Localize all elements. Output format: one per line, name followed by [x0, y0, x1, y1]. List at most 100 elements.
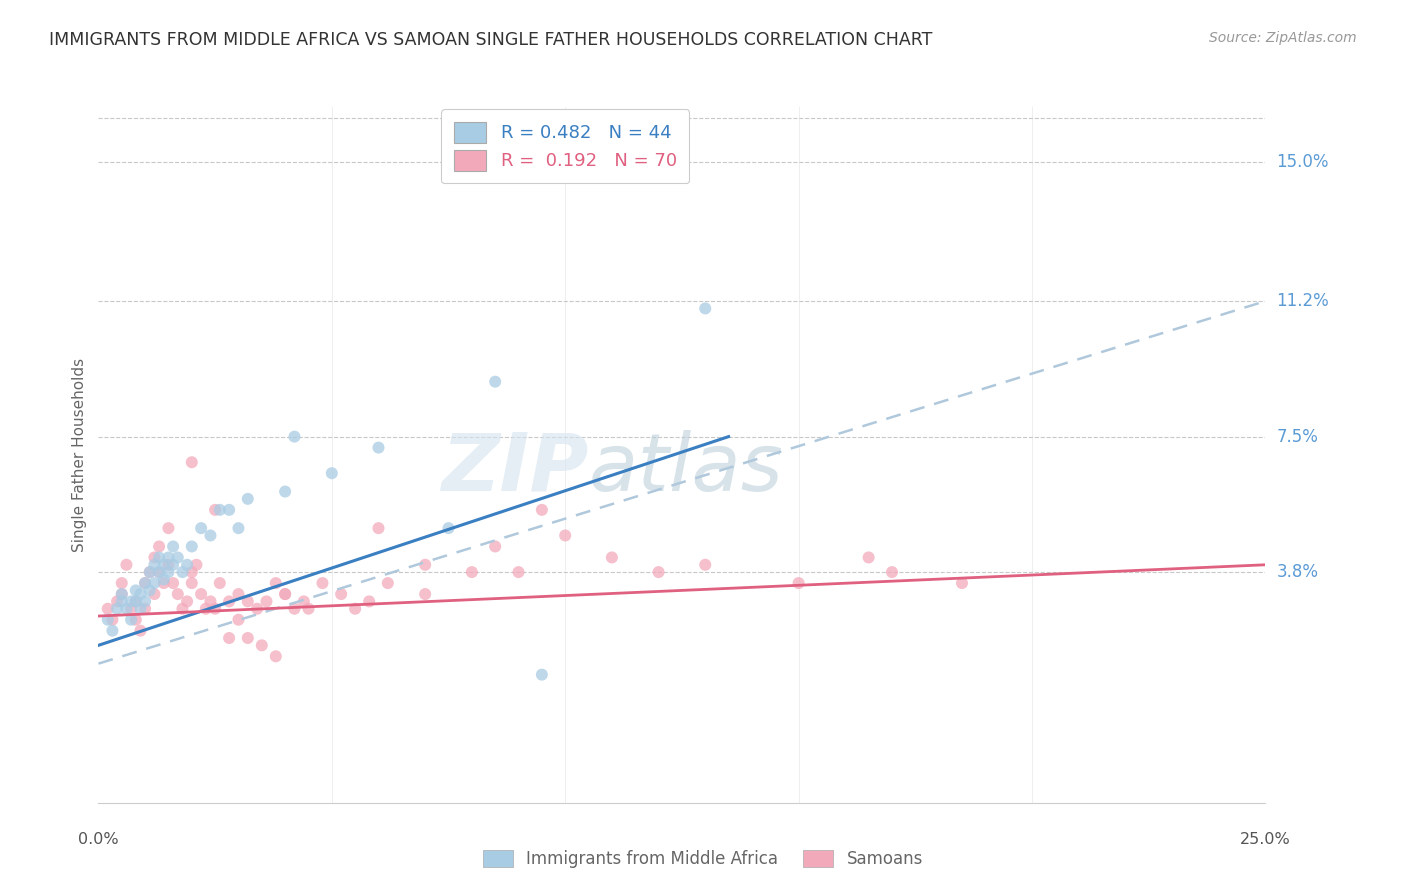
Point — [111, 587, 134, 601]
Point — [120, 594, 142, 608]
Point — [359, 594, 381, 608]
Point — [200, 528, 222, 542]
Point — [695, 301, 717, 316]
Text: IMMIGRANTS FROM MIDDLE AFRICA VS SAMOAN SINGLE FATHER HOUSEHOLDS CORRELATION CHA: IMMIGRANTS FROM MIDDLE AFRICA VS SAMOAN … — [49, 31, 932, 49]
Point — [250, 638, 273, 652]
Point — [208, 576, 231, 591]
Point — [190, 521, 212, 535]
Point — [950, 576, 973, 591]
Point — [134, 594, 156, 608]
Point — [186, 558, 208, 572]
Point — [152, 573, 174, 587]
Y-axis label: Single Father Households: Single Father Households — [72, 358, 87, 552]
Point — [134, 601, 156, 615]
Point — [120, 601, 142, 615]
Point — [134, 576, 156, 591]
Point — [129, 624, 152, 638]
Text: Source: ZipAtlas.com: Source: ZipAtlas.com — [1209, 31, 1357, 45]
Point — [157, 550, 180, 565]
Point — [190, 587, 212, 601]
Point — [530, 503, 553, 517]
Point — [437, 521, 460, 535]
Point — [246, 601, 269, 615]
Point — [274, 484, 297, 499]
Point — [157, 558, 180, 572]
Point — [180, 576, 202, 591]
Point — [143, 576, 166, 591]
Text: 15.0%: 15.0% — [1277, 153, 1329, 171]
Point — [218, 594, 240, 608]
Point — [530, 667, 553, 681]
Point — [194, 601, 217, 615]
Point — [600, 550, 623, 565]
Point — [180, 455, 202, 469]
Point — [97, 613, 120, 627]
Point — [148, 565, 170, 579]
Point — [180, 565, 202, 579]
Point — [125, 583, 148, 598]
Point — [264, 576, 287, 591]
Point — [695, 558, 717, 572]
Point — [157, 565, 180, 579]
Point — [143, 550, 166, 565]
Point — [129, 587, 152, 601]
Point — [321, 467, 343, 481]
Point — [157, 521, 180, 535]
Point — [330, 587, 353, 601]
Point — [125, 594, 148, 608]
Point — [228, 521, 250, 535]
Legend: Immigrants from Middle Africa, Samoans: Immigrants from Middle Africa, Samoans — [477, 843, 929, 875]
Point — [176, 594, 198, 608]
Point — [208, 503, 231, 517]
Point — [200, 594, 222, 608]
Point — [111, 594, 134, 608]
Point — [484, 375, 506, 389]
Point — [218, 503, 240, 517]
Point — [172, 601, 194, 615]
Point — [274, 587, 297, 601]
Point — [311, 576, 333, 591]
Point — [508, 565, 530, 579]
Point — [162, 576, 184, 591]
Text: atlas: atlas — [589, 430, 783, 508]
Point — [105, 601, 128, 615]
Point — [236, 631, 259, 645]
Point — [152, 576, 174, 591]
Point — [139, 565, 162, 579]
Point — [413, 587, 436, 601]
Point — [647, 565, 669, 579]
Point — [125, 594, 148, 608]
Point — [166, 587, 188, 601]
Point — [218, 631, 240, 645]
Point — [292, 594, 315, 608]
Point — [105, 594, 128, 608]
Point — [172, 565, 194, 579]
Point — [143, 587, 166, 601]
Point — [134, 576, 156, 591]
Point — [344, 601, 367, 615]
Point — [236, 594, 259, 608]
Text: 7.5%: 7.5% — [1277, 427, 1319, 446]
Point — [274, 587, 297, 601]
Point — [256, 594, 278, 608]
Point — [484, 540, 506, 554]
Point — [787, 576, 810, 591]
Point — [283, 429, 305, 443]
Point — [176, 558, 198, 572]
Point — [115, 601, 138, 615]
Point — [148, 565, 170, 579]
Point — [880, 565, 903, 579]
Point — [166, 550, 188, 565]
Point — [148, 550, 170, 565]
Text: 0.0%: 0.0% — [79, 832, 118, 847]
Point — [180, 540, 202, 554]
Point — [129, 601, 152, 615]
Point — [204, 601, 226, 615]
Point — [111, 576, 134, 591]
Point — [139, 565, 162, 579]
Point — [283, 601, 305, 615]
Point — [125, 613, 148, 627]
Point — [101, 613, 124, 627]
Point — [204, 503, 226, 517]
Point — [101, 624, 124, 638]
